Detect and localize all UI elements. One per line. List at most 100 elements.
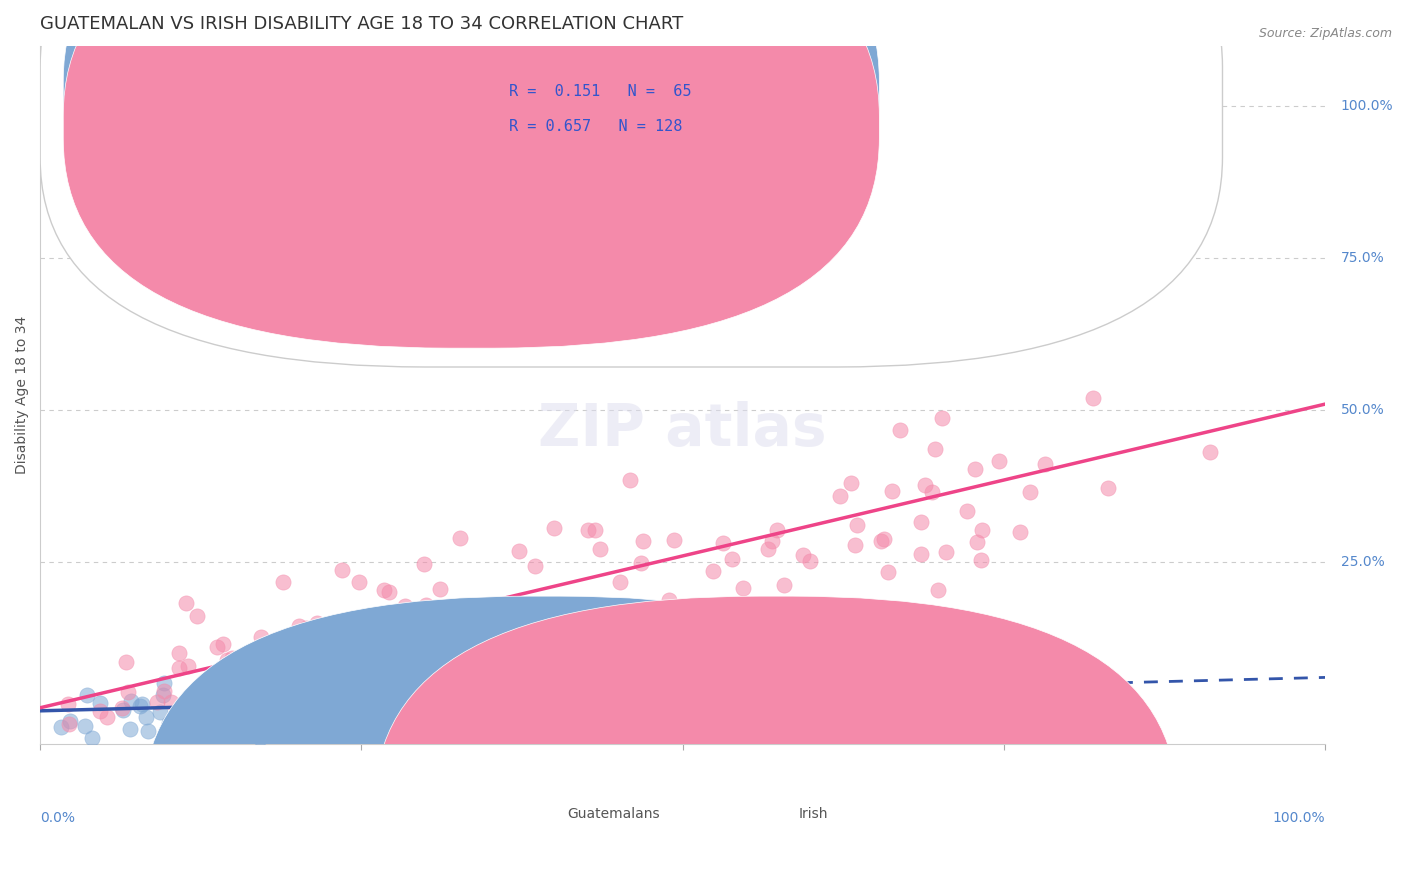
Y-axis label: Disability Age 18 to 34: Disability Age 18 to 34 [15,316,30,474]
Point [970,523,993,537]
Point [399,657,422,671]
Point [347,574,370,589]
Point [135,710,157,724]
Point [620,604,643,618]
Point [1147,87,1170,102]
Point [221,687,243,701]
Point [249,731,271,746]
Point [205,665,228,680]
Point [167,647,190,661]
Point [844,538,866,552]
Point [489,640,512,655]
Point [524,558,547,573]
Point [211,683,233,698]
Point [543,680,565,694]
Point [281,695,304,709]
Point [89,704,111,718]
Point [373,582,395,597]
Point [1019,484,1042,499]
Point [733,582,755,596]
Point [177,659,200,673]
Point [550,634,572,648]
Point [152,689,174,703]
Point [394,693,416,707]
Point [59,714,82,728]
Point [157,715,180,730]
Text: 0.0%: 0.0% [41,811,75,824]
Point [159,695,181,709]
Point [415,598,437,612]
Point [118,722,141,736]
Point [278,717,301,731]
Point [174,596,197,610]
Point [426,655,449,669]
Point [609,575,631,590]
Point [966,535,988,549]
Point [378,657,401,671]
Point [463,643,485,657]
Point [211,710,233,724]
Point [332,699,354,714]
Point [253,701,276,715]
Point [337,660,360,674]
Point [436,689,458,703]
Point [284,698,307,713]
Point [212,637,235,651]
Point [284,681,307,695]
Point [353,681,375,696]
Point [548,680,571,694]
Point [350,622,373,636]
Point [394,599,416,614]
Point [839,475,862,490]
Point [576,523,599,537]
Point [792,549,814,563]
Point [350,706,373,720]
Point [404,638,426,652]
Point [794,611,817,625]
Point [630,556,652,570]
Point [467,706,489,721]
Point [58,697,80,711]
Text: ZIP atlas: ZIP atlas [538,401,827,458]
FancyBboxPatch shape [374,596,1177,892]
Point [711,536,734,550]
Point [153,683,176,698]
Text: Source: ZipAtlas.com: Source: ZipAtlas.com [1258,27,1392,40]
Point [491,666,513,681]
Point [619,473,641,487]
Point [149,706,172,720]
Point [846,517,869,532]
Point [572,657,595,672]
Point [169,704,191,718]
Point [921,485,943,500]
Text: R =  0.151   N =  65: R = 0.151 N = 65 [509,84,692,99]
Point [354,673,377,688]
Point [80,731,103,746]
Point [273,700,295,714]
Point [58,716,80,731]
Point [49,720,72,734]
Point [721,552,744,566]
Point [271,575,294,590]
Point [295,695,318,709]
Point [460,604,482,618]
Point [256,714,278,728]
Text: 75.0%: 75.0% [1341,252,1385,265]
Point [292,706,315,721]
Point [1199,444,1222,458]
Point [880,484,903,499]
Point [76,688,98,702]
Point [927,582,949,597]
Text: Irish: Irish [799,807,828,822]
Point [449,531,471,545]
Point [686,615,709,630]
Point [89,696,111,710]
Point [343,696,366,710]
Point [461,629,484,643]
Point [681,641,703,656]
Point [761,533,783,548]
Point [323,668,346,682]
Point [588,541,610,556]
Point [343,656,366,670]
Point [633,534,655,549]
